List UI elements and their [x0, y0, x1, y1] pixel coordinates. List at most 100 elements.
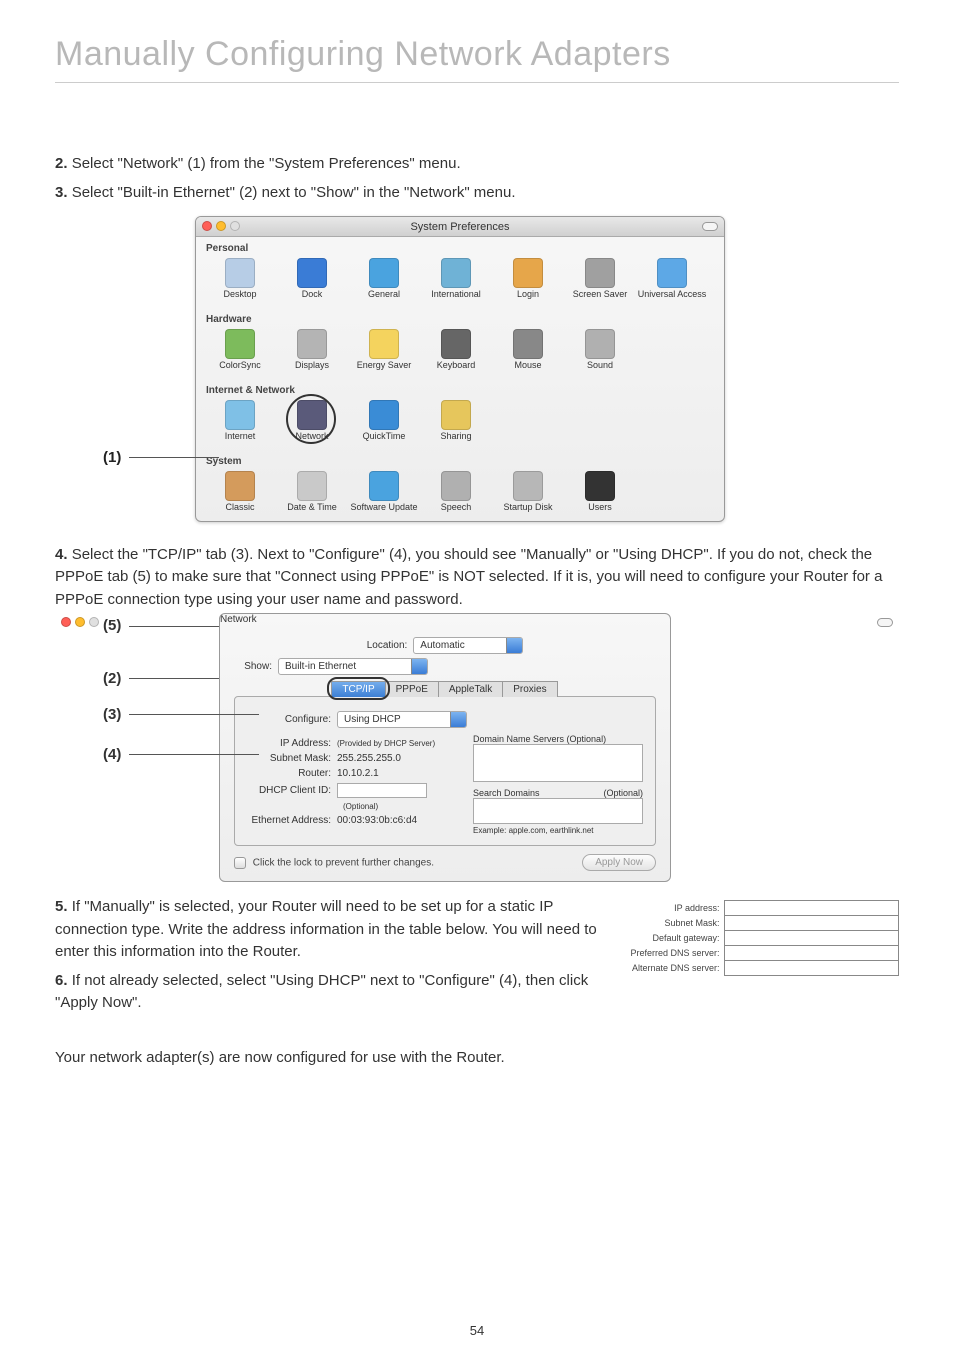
table-row: IP address:: [614, 901, 899, 916]
dns-textarea[interactable]: [473, 744, 643, 782]
pref-item-speech[interactable]: Speech: [420, 471, 492, 513]
callout-5: (5): [103, 617, 121, 634]
minimize-icon[interactable]: [216, 221, 226, 231]
pref-item-login[interactable]: Login: [492, 258, 564, 300]
international-icon: [441, 258, 471, 288]
pref-item-sharing[interactable]: Sharing: [420, 400, 492, 442]
ip-table-label: IP address:: [614, 901, 724, 916]
example-text: Example: apple.com, earthlink.net: [473, 826, 643, 835]
pref-label: Software Update: [348, 503, 420, 513]
tcpip-panel: Configure: Using DHCP IP Address: (Provi…: [234, 696, 656, 846]
pref-label: Internet: [204, 432, 276, 442]
pref-label: Sharing: [420, 432, 492, 442]
ip-table-label: Preferred DNS server:: [614, 946, 724, 961]
pref-label: Speech: [420, 503, 492, 513]
dhcp-client-label: DHCP Client ID:: [247, 785, 337, 796]
pref-item-quicktime[interactable]: QuickTime: [348, 400, 420, 442]
users-icon: [585, 471, 615, 501]
ip-table-label: Subnet Mask:: [614, 916, 724, 931]
eth-label: Ethernet Address:: [247, 815, 337, 826]
pref-label: Energy Saver: [348, 361, 420, 371]
pref-label: General: [348, 290, 420, 300]
pref-item-general[interactable]: General: [348, 258, 420, 300]
pref-item-displays[interactable]: Displays: [276, 329, 348, 371]
sysprefs-figure: (1) System Preferences Personal DesktopD…: [55, 216, 899, 522]
tabs: TCP/IPPPPoEAppleTalkProxies: [234, 681, 656, 697]
toolbar-pill-icon[interactable]: [702, 222, 718, 231]
section-internet: Internet & Network InternetNetworkQuickT…: [196, 379, 724, 450]
tab-proxies[interactable]: Proxies: [502, 681, 557, 697]
lock-icon[interactable]: [234, 857, 246, 869]
show-select[interactable]: Built-in Ethernet: [278, 658, 428, 675]
pref-item-date-time[interactable]: Date & Time: [276, 471, 348, 513]
page-number: 54: [0, 1323, 954, 1338]
close-icon[interactable]: [202, 221, 212, 231]
zoom-icon[interactable]: [230, 221, 240, 231]
pref-item-mouse[interactable]: Mouse: [492, 329, 564, 371]
pref-label: ColorSync: [204, 361, 276, 371]
pref-label: Users: [564, 503, 636, 513]
ip-table-input[interactable]: [724, 901, 899, 916]
pref-item-energy-saver[interactable]: Energy Saver: [348, 329, 420, 371]
tab-appletalk[interactable]: AppleTalk: [438, 681, 503, 697]
step-4-text: Select the "TCP/IP" tab (3). Next to "Co…: [55, 546, 882, 608]
pref-item-internet[interactable]: Internet: [204, 400, 276, 442]
pref-item-startup-disk[interactable]: Startup Disk: [492, 471, 564, 513]
pref-item-sound[interactable]: Sound: [564, 329, 636, 371]
location-label: Location:: [367, 640, 414, 651]
search-textarea[interactable]: [473, 798, 643, 824]
step-4-num: 4.: [55, 546, 68, 563]
configure-label: Configure:: [247, 714, 337, 725]
step-3-num: 3.: [55, 184, 68, 201]
lock-text: Click the lock to prevent further change…: [253, 857, 434, 868]
general-icon: [369, 258, 399, 288]
pref-label: Sound: [564, 361, 636, 371]
mouse-icon: [513, 329, 543, 359]
pref-item-screen-saver[interactable]: Screen Saver: [564, 258, 636, 300]
step-3: 3. Select "Built-in Ethernet" (2) next t…: [55, 182, 899, 205]
pref-label: Dock: [276, 290, 348, 300]
sysprefs-window: System Preferences Personal DesktopDockG…: [195, 216, 725, 522]
pref-item-dock[interactable]: Dock: [276, 258, 348, 300]
pref-item-users[interactable]: Users: [564, 471, 636, 513]
network-title: Network: [220, 614, 257, 625]
keyboard-icon: [441, 329, 471, 359]
pref-item-network[interactable]: Network: [276, 400, 348, 442]
tab-tcp-ip[interactable]: TCP/IP: [331, 681, 385, 697]
step-2-num: 2.: [55, 155, 68, 172]
ip-table-input[interactable]: [724, 946, 899, 961]
pref-item-classic[interactable]: Classic: [204, 471, 276, 513]
ip-hint: (Provided by DHCP Server): [337, 739, 435, 748]
callout-2: (2): [103, 670, 121, 687]
lock-row: Click the lock to prevent further change…: [234, 854, 656, 871]
pref-item-universal-access[interactable]: Universal Access: [636, 258, 708, 300]
energy-saver-icon: [369, 329, 399, 359]
pref-item-colorsync[interactable]: ColorSync: [204, 329, 276, 371]
ip-table-input[interactable]: [724, 916, 899, 931]
table-row: Preferred DNS server:: [614, 946, 899, 961]
ip-table-input[interactable]: [724, 961, 899, 976]
pref-item-desktop[interactable]: Desktop: [204, 258, 276, 300]
dhcp-client-input[interactable]: [337, 783, 427, 798]
quicktime-icon: [369, 400, 399, 430]
apply-now-button[interactable]: Apply Now: [582, 854, 656, 871]
pref-item-international[interactable]: International: [420, 258, 492, 300]
traffic-lights[interactable]: [202, 221, 240, 231]
configure-select[interactable]: Using DHCP: [337, 711, 467, 728]
search-label: Search Domains: [473, 788, 540, 798]
callout-1: (1): [103, 449, 121, 466]
ip-table-input[interactable]: [724, 931, 899, 946]
page-title: Manually Configuring Network Adapters: [55, 35, 899, 83]
dock-icon: [297, 258, 327, 288]
subnet-label: Subnet Mask:: [247, 753, 337, 764]
pref-item-keyboard[interactable]: Keyboard: [420, 329, 492, 371]
pref-label: Universal Access: [636, 290, 708, 300]
location-select[interactable]: Automatic: [413, 637, 523, 654]
sysprefs-title: System Preferences: [410, 221, 509, 233]
pref-item-software-update[interactable]: Software Update: [348, 471, 420, 513]
circle-annotation: [286, 394, 336, 444]
tab-pppoe[interactable]: PPPoE: [385, 681, 439, 697]
hardware-label: Hardware: [196, 308, 724, 325]
internet-icon: [225, 400, 255, 430]
callout-3: (3): [103, 706, 121, 723]
